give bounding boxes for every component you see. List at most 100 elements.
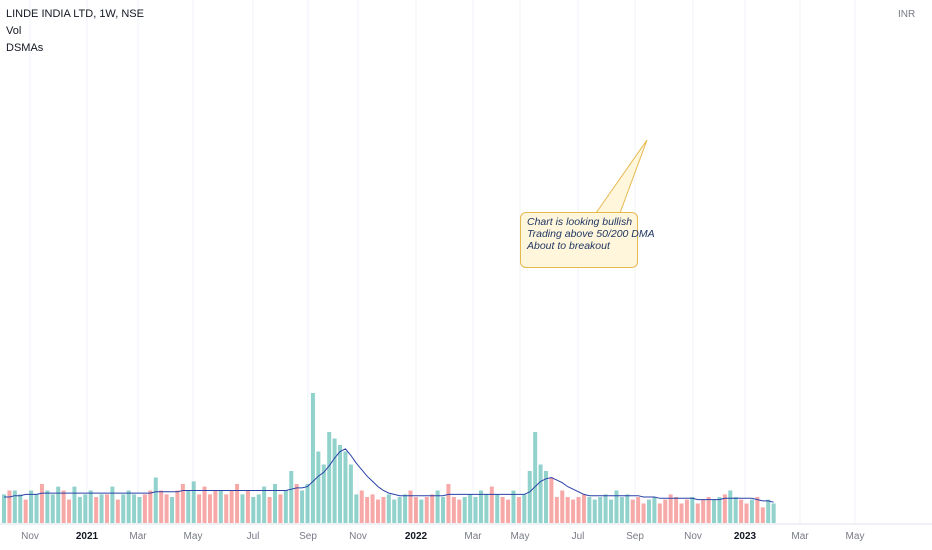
volume-bar <box>310 393 315 523</box>
volume-bar <box>603 494 608 523</box>
volume-bar <box>674 497 679 523</box>
volume-bar <box>305 484 310 523</box>
volume-bar <box>511 490 516 523</box>
volume-bar <box>712 499 717 523</box>
volume-bar <box>733 497 738 523</box>
volume-bar <box>749 499 754 523</box>
volume-ma-line <box>4 448 774 503</box>
volume-bar <box>294 484 299 523</box>
volume-bar <box>137 497 142 523</box>
volume-bar <box>94 497 99 523</box>
volume-bar <box>717 497 722 523</box>
volume-bar <box>478 490 483 523</box>
volume-bar <box>663 499 668 523</box>
volume-bar <box>202 486 207 523</box>
volume-bar <box>581 494 586 523</box>
volume-bar <box>365 497 370 523</box>
annotation-pointer-tail <box>595 139 648 214</box>
time-tick-label: 2023 <box>734 531 757 542</box>
volume-indicator-label[interactable]: Vol <box>6 25 22 37</box>
volume-bar <box>381 497 386 523</box>
volume-bar <box>50 494 55 523</box>
volume-bar <box>657 503 662 523</box>
volume-bar <box>527 471 532 523</box>
volume-bars <box>2 393 776 523</box>
volume-bar <box>506 499 511 523</box>
volume-bar <box>110 486 115 523</box>
volume-bar <box>245 490 250 523</box>
volume-bar <box>229 490 234 523</box>
volume-bar <box>544 471 548 523</box>
volume-bar <box>739 499 744 523</box>
annotation-line-2: Trading above 50/200 DMA <box>527 228 655 240</box>
volume-bar <box>446 484 451 523</box>
volume-bar <box>267 497 272 523</box>
volume-bar <box>457 499 462 523</box>
volume-bar <box>180 484 185 523</box>
time-tick-label: 2022 <box>405 531 428 542</box>
volume-bar <box>424 497 429 523</box>
volume-bar <box>679 503 684 523</box>
volume-bar <box>435 490 440 523</box>
volume-bar <box>560 490 565 523</box>
volume-bar <box>224 494 229 523</box>
volume-bar <box>370 494 375 523</box>
volume-bar <box>278 494 283 523</box>
time-tick-label: Nov <box>21 531 39 542</box>
volume-bar <box>23 499 28 523</box>
time-tick-label: May <box>511 531 530 542</box>
volume-bar <box>2 494 6 523</box>
volume-moving-average <box>4 448 774 503</box>
volume-bar <box>170 497 175 523</box>
volume-bar <box>256 494 261 523</box>
time-tick-label: May <box>184 531 203 542</box>
symbol-title[interactable]: LINDE INDIA LTD, 1W, NSE <box>6 8 144 20</box>
volume-bar <box>142 494 147 523</box>
chart-legend: LINDE INDIA LTD, 1W, NSE Vol DSMAs <box>6 6 144 57</box>
volume-bar <box>262 486 267 523</box>
volume-bar <box>273 484 277 523</box>
volume-bar <box>29 490 34 523</box>
volume-bar <box>397 497 402 523</box>
time-axis[interactable]: Nov 2021 Mar May Jul Sep Nov 2022 Mar May Jul Sep No… <box>0 523 932 542</box>
volume-bar <box>235 484 240 523</box>
volume-bar <box>61 490 66 523</box>
volume-bar <box>609 499 614 523</box>
volume-bar <box>218 490 223 523</box>
volume-bar <box>516 497 521 523</box>
volume-bar <box>619 497 624 523</box>
volume-bar <box>565 497 570 523</box>
time-tick-label: Sep <box>299 531 317 542</box>
dsma-indicator-label[interactable]: DSMAs <box>6 42 44 54</box>
volume-bar <box>636 497 641 523</box>
volume-bar <box>104 494 109 523</box>
volume-bar <box>695 503 700 523</box>
volume-bar <box>473 497 478 523</box>
volume-bar <box>240 494 245 523</box>
volume-bar <box>316 451 321 523</box>
volume-bar <box>213 490 218 523</box>
volume-bar <box>39 484 44 523</box>
time-tick-label: Mar <box>464 531 482 542</box>
volume-bar <box>34 494 39 523</box>
volume-bar <box>115 499 120 523</box>
annotation-callout[interactable]: Chart is looking bullish Trading above 5… <box>520 212 655 268</box>
volume-bar <box>121 494 126 523</box>
volume-bar <box>12 490 17 523</box>
volume-bar <box>430 494 435 523</box>
volume-bar <box>132 494 137 523</box>
volume-bar <box>153 477 158 523</box>
volume-bar <box>403 494 408 523</box>
volume-bar <box>484 494 489 523</box>
volume-bar <box>728 490 733 523</box>
volume-bar <box>462 497 467 523</box>
volume-bar <box>67 499 72 523</box>
volume-bar <box>77 497 82 523</box>
price-axis[interactable]: INR5600.004800.003450.002850.002450.0020… <box>862 0 932 524</box>
time-tick-label: Mar <box>129 531 147 542</box>
volume-bar <box>159 490 164 523</box>
volume-bar <box>45 490 50 523</box>
volume-bar <box>592 499 597 523</box>
volume-bar <box>386 494 391 523</box>
